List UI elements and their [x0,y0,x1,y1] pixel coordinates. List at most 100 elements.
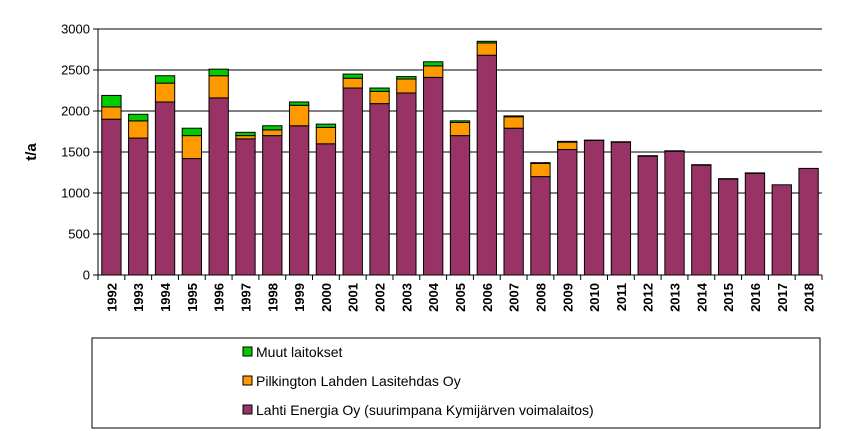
bar-segment [154,75,176,84]
bar-segment [583,140,605,276]
bar-segment [798,167,819,276]
x-tick-label: 2009 [560,283,575,312]
bar-segment [369,103,390,276]
x-tick-label: 1995 [185,283,200,312]
bar-segment [449,120,471,123]
y-tick-label: 2000 [61,104,90,119]
x-tick-label: 2013 [668,283,683,312]
bar-segment [208,68,229,77]
x-tick-label: 1997 [238,283,253,312]
bar-segment [262,129,283,137]
bar-segment [744,172,766,276]
y-tick-label: 500 [68,227,90,242]
x-tick-label: 2018 [802,283,817,312]
bar-segment [771,184,792,276]
x-tick-label: 2017 [775,283,790,312]
bar-segment [557,140,578,143]
legend: Muut laitokset Pilkington Lahden Lasitehd… [242,344,594,418]
legend-swatch [242,346,253,357]
x-tick-label: 2000 [319,283,334,312]
bar-segment [530,162,551,178]
bar-segment [449,121,471,137]
x-tick-label: 2007 [507,283,522,312]
bar-segment [101,118,122,276]
bar-segment [315,126,337,145]
bar-segment [476,54,497,276]
x-tick-label: 1999 [292,283,307,312]
legend-swatch [242,375,253,386]
x-tick-label: 2003 [399,283,414,312]
y-tick-labels: 0 500 1000 1500 2000 2500 3000 [61,22,90,283]
bar-segment [101,94,122,108]
legend-label: Muut laitokset [256,344,342,360]
bar-segment [476,42,497,56]
x-tick-label: 2014 [694,282,709,312]
y-tick-label: 2500 [61,63,90,78]
bar-segment [530,162,551,164]
x-tick-label: 2005 [453,283,468,312]
bar-segment [637,155,658,276]
legend-label: Pilkington Lahden Lasitehdas Oy [256,373,461,389]
bar-segment [423,61,444,67]
x-tick-label: 2011 [614,283,629,311]
bar-segment [503,127,524,276]
x-tick-label: 1992 [104,283,119,312]
x-tick-label: 2012 [641,283,656,312]
legend-swatch [242,404,253,415]
bar-segment [262,125,283,131]
bar-segment [557,141,578,151]
y-axis-title: t/a [23,143,40,161]
bar-segment [181,158,203,276]
legend-label: Lahti Energia Oy (suurimpana Kymijärven … [256,402,594,418]
bar-segment [664,150,685,276]
bar-segment [262,135,283,276]
bars [101,40,819,276]
x-tick-label: 2008 [533,283,548,312]
bar-segment [315,123,337,128]
x-tick-label: 2004 [426,282,441,312]
bar-segment [342,73,363,79]
y-tick-label: 3000 [61,22,90,37]
bar-segment [396,76,417,80]
x-tick-label: 2002 [373,283,388,312]
bar-segment [423,65,444,78]
x-tick-label: 1994 [158,282,173,312]
bar-segment [288,101,310,106]
bar-segment [128,120,149,139]
bar-segment [208,97,229,276]
bar-segment [503,116,524,129]
bar-segment [181,135,203,160]
bar-segment [101,106,122,120]
x-tick-label: 1996 [212,283,227,312]
bar-segment [342,87,363,276]
x-tick-label: 2001 [346,283,361,312]
bar-segment [235,138,256,276]
bar-segment [315,143,337,276]
bar-segment [717,178,739,276]
x-tick-label: 1993 [131,283,146,312]
bar-segment [288,104,310,127]
bar-segment [476,40,497,44]
x-tick-label: 2016 [748,283,763,312]
legend-box [91,337,821,429]
bar-segment [128,137,149,276]
bar-segment [691,164,712,276]
x-tick-label: 1998 [265,283,280,312]
x-tick-labels: 1992 1993 1994 1995 1996 1997 1998 1999 2000 2001… [97,275,823,312]
bar-segment [235,131,256,137]
bar-segment [610,141,632,276]
bar-segment [288,125,310,276]
y-tick-label: 1500 [61,145,90,160]
bar-segment [208,75,229,99]
x-tick-label: 2006 [480,283,495,312]
bar-segment [369,90,390,105]
bar-segment [503,115,524,118]
y-tick-label: 0 [83,268,90,283]
bar-segment [181,127,203,137]
bar-segment [369,87,390,92]
bar-segment [128,113,149,122]
bar-segment [530,176,551,276]
bar-segment [557,149,578,276]
